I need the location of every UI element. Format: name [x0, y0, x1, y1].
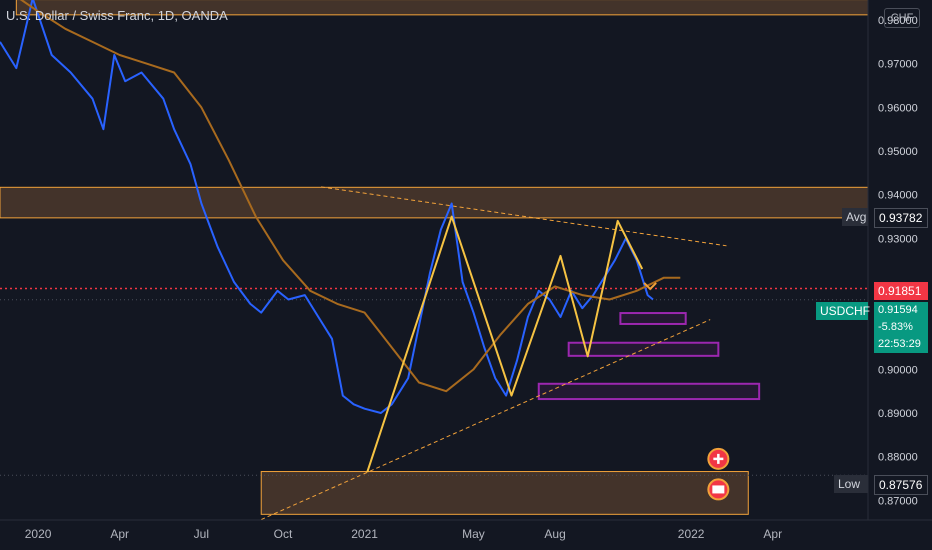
y-tick-label: 0.95000 [878, 146, 918, 158]
moving-average-line [19, 0, 681, 393]
y-tick-label: 0.87000 [878, 495, 918, 507]
price-axis-panel [868, 0, 932, 550]
currency-selector-button[interactable]: CHF [884, 8, 920, 28]
support-zone-box [537, 382, 761, 401]
x-tick-label: Oct [274, 527, 293, 541]
last-price-label: 0.91851 [874, 282, 928, 300]
low-label: Low [834, 475, 868, 493]
low-price-label: 0.87576 [874, 475, 928, 495]
x-tick-label: 2022 [678, 527, 705, 541]
y-tick-label: 0.89000 [878, 408, 918, 420]
symbol-title: U.S. Dollar / Swiss Franc, 1D, OANDA [6, 8, 228, 23]
countdown-label: 22:53:29 [874, 336, 928, 353]
change-percent-label: -5.83% [874, 319, 928, 336]
support-zone-box [619, 312, 687, 325]
trendline [261, 319, 711, 521]
y-tick-label: 0.97000 [878, 59, 918, 71]
symbol-price-label: 0.91594 [874, 302, 928, 319]
avg-price-label: 0.93782 [874, 208, 928, 228]
support-zone-box [567, 341, 720, 357]
swiss-cross-icon [713, 453, 724, 464]
down-arrow-icon [643, 282, 657, 291]
y-tick-label: 0.90000 [878, 364, 918, 376]
x-tick-label: Aug [544, 527, 565, 541]
x-tick-label: 2020 [25, 527, 52, 541]
x-tick-label: May [462, 527, 485, 541]
resistance-zone-box [260, 471, 749, 515]
x-tick-label: 2021 [351, 527, 378, 541]
x-tick-label: Jul [194, 527, 209, 541]
price-series-line [0, 0, 654, 414]
y-tick-label: 0.88000 [878, 452, 918, 464]
trendline [321, 186, 727, 247]
us-flag-body-icon [712, 485, 725, 494]
y-tick-label: 0.98000 [878, 15, 918, 27]
resistance-zone-box [0, 186, 869, 219]
y-tick-label: 0.94000 [878, 190, 918, 202]
x-tick-label: Apr [110, 527, 129, 541]
y-tick-label: 0.93000 [878, 233, 918, 245]
symbol-label: USDCHF [816, 302, 870, 320]
wave-pattern-line [366, 215, 644, 473]
x-tick-label: Apr [763, 527, 782, 541]
avg-label: Avg [842, 208, 868, 226]
y-tick-label: 0.96000 [878, 102, 918, 114]
